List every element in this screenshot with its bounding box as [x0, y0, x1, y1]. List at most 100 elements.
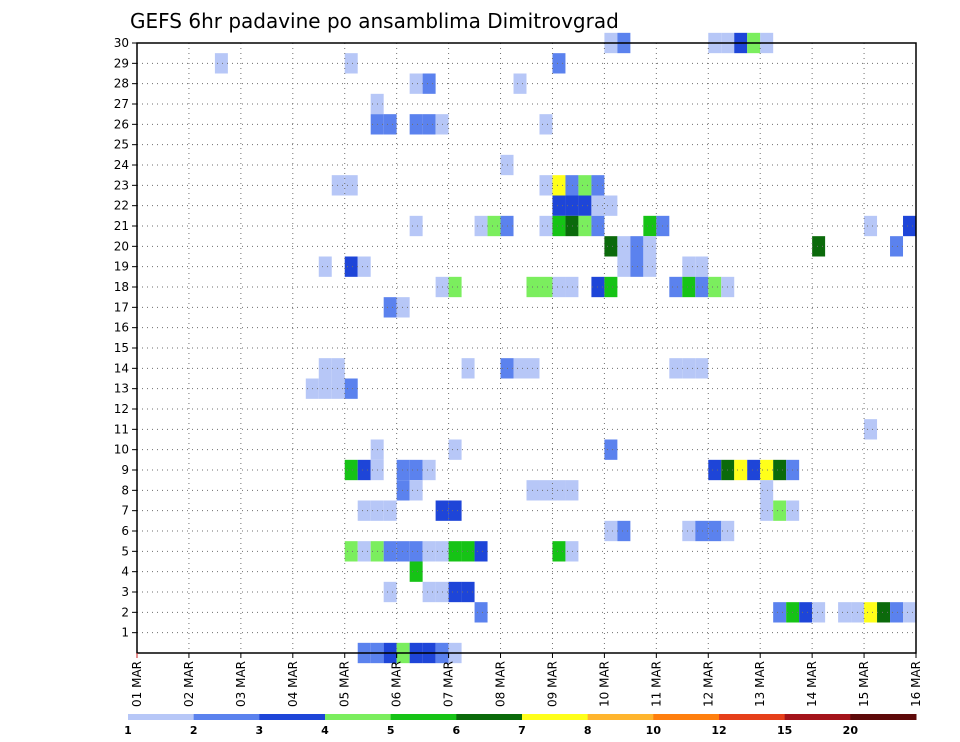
colorbar-swatch	[259, 714, 326, 720]
colorbar-swatch	[193, 714, 260, 720]
heatmap-cell	[682, 276, 696, 298]
heatmap-cell	[344, 53, 358, 74]
heatmap-cell	[448, 276, 462, 298]
heatmap-cell	[565, 480, 579, 501]
y-tick-label: 1	[121, 626, 129, 640]
plot-frame	[136, 42, 917, 654]
heatmap-cell	[630, 256, 644, 277]
heatmap-cell	[396, 459, 410, 481]
x-tick-label: 10 MAR	[597, 661, 611, 707]
y-tick-label: 19	[114, 260, 129, 274]
heatmap-cell	[812, 236, 826, 257]
heatmap-cell	[357, 256, 371, 277]
x-tick-label: 02 MAR	[182, 661, 196, 707]
heatmap-cell	[682, 358, 696, 379]
y-tick-label: 15	[114, 341, 129, 355]
heatmap-cell	[409, 541, 423, 562]
colorbar-swatch	[390, 714, 457, 720]
heatmap-cell	[552, 215, 566, 237]
heatmap-cell	[578, 215, 592, 237]
y-tick-label: 16	[114, 321, 129, 335]
heatmap-cell	[318, 358, 332, 379]
cells-layer	[214, 32, 916, 664]
heatmap-cell	[409, 480, 423, 501]
heatmap-cell	[409, 114, 423, 135]
x-tick-label: 13 MAR	[753, 661, 767, 707]
heatmap-cell	[344, 459, 358, 481]
heatmap-cell	[318, 378, 332, 399]
heatmap-cell	[461, 581, 475, 603]
heatmap-cell	[760, 459, 774, 481]
heatmap-cell	[448, 541, 462, 562]
heatmap-cell	[344, 541, 358, 562]
heatmap-cell	[682, 520, 696, 542]
y-tick-label: 10	[114, 443, 129, 457]
y-tick-label: 14	[114, 361, 129, 375]
y-tick-label: 2	[121, 605, 129, 619]
heatmap-cell	[539, 276, 553, 298]
heatmap-cell	[461, 358, 475, 379]
heatmap-cell	[864, 419, 878, 440]
heatmap-cell	[357, 459, 371, 481]
heatmap-cell	[344, 175, 358, 196]
colorbar-swatch	[850, 714, 917, 720]
colorbar-label: 4	[321, 724, 329, 737]
heatmap-cell	[903, 215, 916, 237]
colorbar-label: 5	[387, 724, 395, 737]
y-tick-label: 18	[114, 280, 129, 294]
heatmap-cell	[760, 500, 774, 521]
y-tick-label: 5	[121, 544, 129, 558]
heatmap-cell	[552, 276, 566, 298]
x-tick-label: 01 MAR	[130, 661, 144, 707]
heatmap-cell	[331, 358, 345, 379]
heatmap-cell	[773, 602, 787, 623]
colorbar-label: 3	[256, 724, 264, 737]
heatmap-cell	[604, 276, 618, 298]
heatmap-cell	[422, 459, 436, 481]
heatmap-cell	[565, 195, 579, 216]
colorbar-swatch	[719, 714, 786, 720]
heatmap-cell	[565, 175, 579, 196]
heatmap-cell	[890, 236, 904, 257]
y-tick-label: 3	[121, 585, 129, 599]
heatmap-cell	[409, 73, 423, 94]
x-axis: 01 MAR 02 MAR 03 MAR 04 MAR 05 MAR 06 MAR 07 M…	[130, 653, 923, 707]
heatmap-cell	[539, 114, 553, 135]
heatmap-cell	[552, 480, 566, 501]
heatmap-cell	[461, 541, 475, 562]
heatmap-cell	[695, 358, 709, 379]
colorbar-label: 1	[124, 724, 132, 737]
x-tick-label: 16 MAR	[909, 661, 923, 707]
colorbar-swatch	[456, 714, 523, 720]
heatmap-cell	[643, 256, 657, 277]
heatmap-cell	[617, 236, 631, 257]
y-tick-label: 26	[114, 117, 129, 131]
y-tick-label: 21	[114, 219, 129, 233]
heatmap-cell	[708, 276, 722, 298]
heatmap-cell	[539, 175, 553, 196]
colorbar-label: 15	[777, 724, 792, 737]
heatmap-cell	[669, 276, 683, 298]
y-tick-label: 29	[114, 56, 129, 70]
heatmap-cell	[565, 541, 579, 562]
heatmap-cell	[552, 195, 566, 216]
heatmap-cell	[903, 602, 916, 623]
heatmap-cell	[409, 561, 423, 582]
y-tick-label: 27	[114, 97, 129, 111]
heatmap-cell	[669, 358, 683, 379]
y-axis: 1234567891011121314151617181920212223242…	[114, 36, 137, 640]
heatmap-cell	[552, 541, 566, 562]
x-tick-label: 14 MAR	[805, 661, 819, 707]
heatmap-cell	[630, 236, 644, 257]
heatmap-cell	[604, 520, 618, 542]
x-tick-label: 08 MAR	[494, 661, 508, 707]
x-tick-label: 05 MAR	[338, 661, 352, 707]
heatmap-cell	[474, 602, 488, 623]
colorbar-swatch	[522, 714, 589, 720]
heatmap-cell	[695, 520, 709, 542]
x-tick-label: 12 MAR	[701, 661, 715, 707]
heatmap-cell	[383, 541, 397, 562]
y-tick-label: 17	[114, 300, 129, 314]
y-tick-label: 4	[121, 565, 129, 579]
